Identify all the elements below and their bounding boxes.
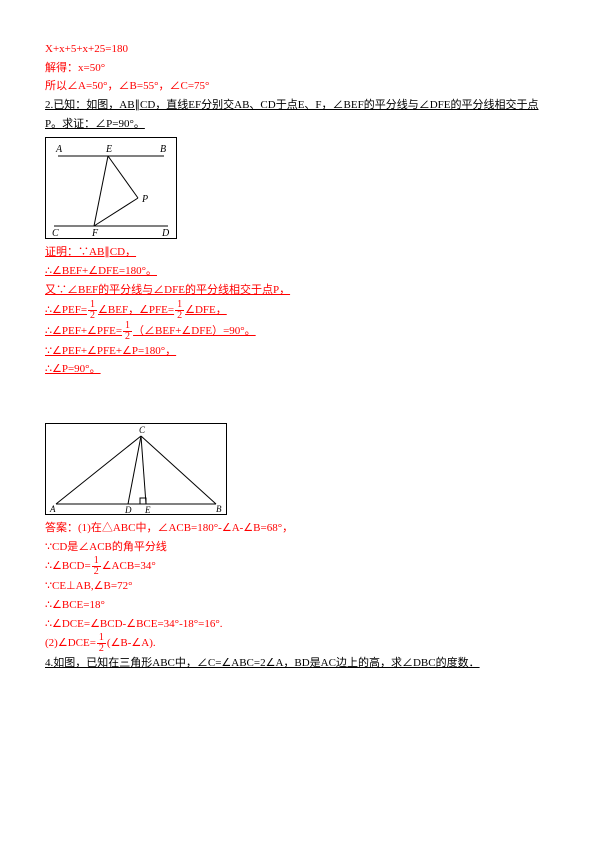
svg-text:E: E: [144, 505, 151, 514]
ans-7a: (2)∠DCE=: [45, 637, 96, 649]
figure-2: A B C D E: [45, 423, 227, 515]
svg-text:B: B: [216, 504, 222, 514]
svg-text:F: F: [91, 228, 99, 238]
proof-line-3: 又∵∠BEF的平分线与∠DFE的平分线相交于点P，: [45, 281, 550, 300]
equation-result: 所以∠A=50°，∠B=55°，∠C=75°: [45, 77, 550, 96]
problem-2: 2.已知：如图，AB∥CD，直线EF分别交AB、CD于点E、F，∠BEF的平分线…: [45, 96, 550, 133]
svg-text:A: A: [49, 504, 56, 514]
svg-text:P: P: [141, 194, 148, 205]
frac-den: 2: [175, 310, 184, 321]
answer-line-7: (2)∠DCE=12(∠B-∠A).: [45, 633, 550, 654]
ans-7b: (∠B-∠A).: [107, 637, 156, 649]
frac-den: 2: [92, 566, 101, 577]
proof-5b: （∠BEF+∠DFE）=90°。: [133, 325, 256, 337]
proof-5a: ∴∠PEF+∠PFE=: [45, 325, 122, 337]
ans-3a: ∴∠BCD=: [45, 560, 91, 572]
frac-num: 1: [97, 633, 106, 643]
equation-line-1: X+x+5+x+25=180: [45, 40, 550, 59]
proof-4b: ∠BEF，∠PFE=: [98, 304, 174, 316]
proof-line-2: ∴∠BEF+∠DFE=180°。: [45, 262, 550, 281]
frac-den: 2: [88, 310, 97, 321]
answer-line-2: ∵CD是∠ACB的角平分线: [45, 538, 550, 557]
svg-text:C: C: [139, 425, 146, 435]
proof-line-1: 证明：∵AB∥CD，: [45, 243, 550, 262]
svg-text:E: E: [105, 144, 112, 155]
equation-solve: 解得：x=50°: [45, 59, 550, 78]
frac-num: 1: [123, 321, 132, 331]
answer-line-3: ∴∠BCD=12∠ACB=34°: [45, 556, 550, 577]
figure-1: A E B C F D P: [45, 137, 177, 239]
svg-text:C: C: [52, 228, 59, 238]
frac-num: 1: [88, 300, 97, 310]
answer-line-6: ∴∠DCE=∠BCD-∠BCE=34°-18°=16°.: [45, 615, 550, 634]
answer-line-5: ∴∠BCE=18°: [45, 596, 550, 615]
problem-4: 4.如图，已知在三角形ABC中，∠C=∠ABC=2∠A，BD是AC边上的高，求∠…: [45, 654, 550, 673]
answer-line-1: 答案：(1)在△ABC中，∠ACB=180°-∠A-∠B=68°，: [45, 519, 550, 538]
figure-2-svg: A B C D E: [46, 424, 226, 514]
proof-4c: ∠DFE，: [185, 304, 227, 316]
svg-text:D: D: [124, 505, 132, 514]
frac-num: 1: [175, 300, 184, 310]
figure-1-svg: A E B C F D P: [46, 138, 176, 238]
frac-num: 1: [92, 556, 101, 566]
svg-text:D: D: [161, 228, 170, 238]
svg-text:A: A: [55, 144, 63, 155]
answer-line-4: ∵CE⊥AB,∠B=72°: [45, 577, 550, 596]
ans-3b: ∠ACB=34°: [102, 560, 156, 572]
proof-line-6: ∵∠PEF+∠PFE+∠P=180°，: [45, 342, 550, 361]
proof-line-5: ∴∠PEF+∠PFE=12（∠BEF+∠DFE）=90°。: [45, 321, 550, 342]
frac-den: 2: [123, 331, 132, 342]
svg-text:B: B: [160, 144, 166, 155]
proof-line-7: ∴∠P=90°。: [45, 360, 550, 379]
proof-line-4: ∴∠PEF=12∠BEF，∠PFE=12∠DFE，: [45, 300, 550, 321]
proof-4a: ∴∠PEF=: [45, 304, 87, 316]
frac-den: 2: [97, 643, 106, 654]
